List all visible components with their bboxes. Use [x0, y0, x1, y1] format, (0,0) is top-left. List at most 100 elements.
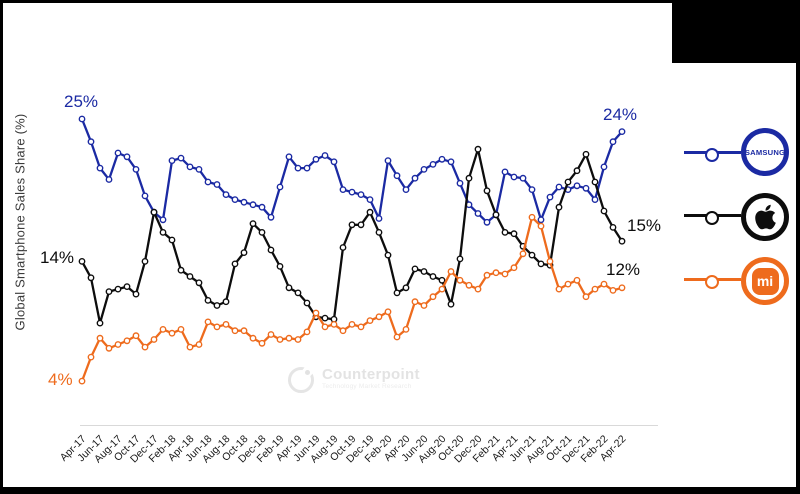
data-point-apple	[465, 174, 473, 182]
xiaomi-logo-icon: mi	[741, 257, 789, 305]
data-point-samsung	[618, 128, 626, 136]
data-point-xiaomi	[591, 285, 599, 293]
data-point-xiaomi	[231, 327, 239, 335]
frame-border-right	[796, 0, 800, 494]
data-point-xiaomi	[96, 334, 104, 342]
data-point-apple	[501, 228, 509, 236]
data-point-samsung	[357, 191, 365, 199]
apple-start-value-label: 14%	[40, 248, 75, 267]
data-point-xiaomi	[105, 344, 113, 352]
data-point-xiaomi	[555, 285, 563, 293]
data-point-apple	[204, 296, 212, 304]
apple-end-value-label: 15%	[627, 216, 662, 235]
data-point-apple	[375, 228, 383, 236]
data-point-xiaomi	[438, 285, 446, 293]
data-point-samsung	[420, 165, 428, 173]
data-point-xiaomi	[528, 213, 536, 221]
data-point-samsung	[456, 179, 464, 187]
data-point-xiaomi	[330, 320, 338, 328]
data-point-apple	[258, 228, 266, 236]
data-point-apple	[447, 300, 455, 308]
x-axis-line	[80, 425, 658, 426]
data-point-samsung	[483, 218, 491, 226]
data-point-apple	[150, 208, 158, 216]
data-point-apple	[366, 208, 374, 216]
data-point-samsung	[366, 196, 374, 204]
data-point-apple	[438, 276, 446, 284]
data-point-samsung	[177, 154, 185, 162]
data-point-xiaomi	[456, 276, 464, 284]
data-point-apple	[213, 302, 221, 309]
data-point-xiaomi	[402, 325, 410, 333]
data-point-xiaomi	[411, 298, 419, 306]
data-point-apple	[114, 285, 122, 293]
data-point-apple	[231, 260, 239, 268]
samsung-end-value-label: 24%	[603, 105, 638, 124]
data-point-xiaomi	[249, 334, 257, 342]
data-point-xiaomi	[177, 325, 185, 333]
data-point-xiaomi	[519, 250, 527, 258]
data-point-xiaomi	[294, 336, 302, 343]
data-point-xiaomi	[303, 328, 311, 336]
data-point-xiaomi	[564, 280, 572, 288]
counterpoint-watermark: Counterpoint Technology Market Research	[288, 362, 420, 394]
data-point-samsung	[285, 153, 293, 161]
data-point-apple	[357, 221, 365, 229]
data-point-samsung	[276, 183, 284, 191]
data-point-xiaomi	[123, 337, 131, 345]
samsung-badge-label: SAMSUNG	[744, 147, 786, 157]
data-point-xiaomi	[420, 302, 428, 309]
frame-border-bottom	[0, 487, 800, 494]
data-point-xiaomi	[159, 325, 167, 333]
data-point-samsung	[384, 157, 392, 165]
data-point-apple	[609, 223, 617, 231]
data-point-samsung	[402, 186, 410, 194]
data-point-samsung	[240, 198, 248, 206]
data-point-xiaomi	[393, 333, 401, 341]
legend-apple-marker	[705, 211, 719, 225]
data-point-samsung	[168, 157, 176, 165]
data-point-xiaomi	[492, 269, 500, 277]
xiaomi-end-value-label: 12%	[606, 260, 641, 279]
data-point-xiaomi	[114, 341, 122, 348]
apple-logo-icon	[741, 193, 789, 241]
data-point-apple	[429, 273, 437, 280]
data-point-apple	[321, 314, 329, 322]
data-point-xiaomi	[339, 327, 347, 335]
data-point-xiaomi	[186, 343, 194, 351]
data-point-samsung	[519, 174, 527, 182]
data-point-apple	[123, 283, 131, 290]
data-point-samsung	[213, 181, 221, 188]
data-point-samsung	[114, 149, 122, 157]
data-point-apple	[78, 257, 86, 265]
data-point-xiaomi	[258, 339, 266, 347]
data-point-apple	[132, 290, 140, 298]
data-point-apple	[393, 289, 401, 297]
data-point-xiaomi	[501, 270, 509, 278]
data-point-xiaomi	[285, 334, 293, 342]
data-point-apple	[285, 284, 293, 292]
data-point-xiaomi	[240, 327, 248, 335]
data-point-xiaomi	[537, 222, 545, 230]
data-point-samsung	[186, 163, 194, 171]
data-point-samsung	[141, 192, 149, 200]
data-point-apple	[528, 251, 536, 259]
data-point-xiaomi	[321, 323, 329, 331]
data-point-apple	[276, 262, 284, 270]
data-point-apple	[303, 299, 311, 307]
data-point-samsung	[231, 196, 239, 204]
data-point-xiaomi	[366, 317, 374, 324]
data-point-apple	[168, 236, 176, 244]
data-point-xiaomi	[87, 353, 95, 361]
data-point-apple	[249, 220, 257, 228]
data-point-samsung	[447, 158, 455, 166]
data-point-samsung	[474, 210, 482, 217]
data-point-samsung	[609, 138, 617, 146]
data-point-apple	[537, 260, 545, 268]
data-point-xiaomi	[357, 323, 365, 331]
data-point-samsung	[348, 188, 356, 196]
xiaomi-badge-label: mi	[756, 272, 774, 289]
data-point-samsung	[582, 184, 590, 192]
legend-xiaomi-marker	[705, 275, 719, 289]
data-point-xiaomi	[348, 320, 356, 328]
